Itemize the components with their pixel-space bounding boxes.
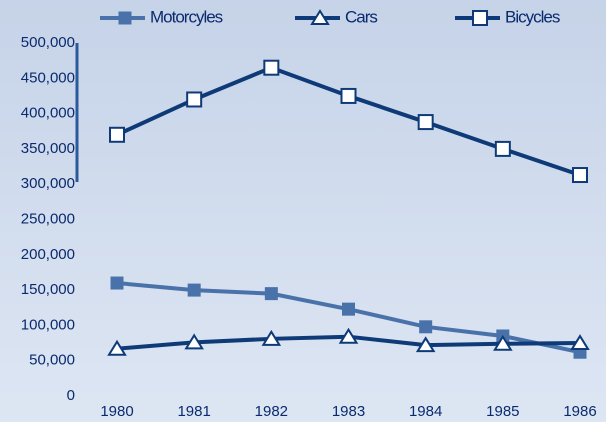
point-marker [340,87,357,104]
y-tick-label: 200,000 [21,246,75,263]
point-marker [415,336,436,353]
legend-label: Motorcyles [150,7,223,26]
y-tick-label: 400,000 [21,105,75,122]
legend-marker [118,11,132,25]
y-tick-label: 350,000 [21,140,75,157]
x-tick-label: 1986 [563,403,596,420]
point-marker [109,126,125,143]
point-marker [110,276,124,290]
y-tick-label: 500,000 [21,34,75,51]
point-marker [342,302,355,316]
point-marker [419,320,433,334]
y-tick-label: 0 [67,387,75,404]
point-marker [184,333,204,350]
y-tick-label: 300,000 [21,175,75,192]
y-tick-label: 250,000 [21,210,75,227]
y-tick-label: 100,000 [21,316,75,333]
y-tick-label: 450,000 [21,69,75,86]
point-marker [187,283,201,297]
point-marker [263,59,280,76]
legend-marker [310,9,330,25]
legend-marker [472,10,488,26]
point-marker [338,327,359,344]
point-marker [186,91,203,108]
x-tick-label: 1984 [409,403,442,420]
point-marker [417,114,434,131]
legend-label: Bicycles [505,7,560,26]
x-tick-label: 1985 [486,403,519,420]
x-tick-label: 1982 [255,403,288,420]
x-tick-label: 1983 [332,403,365,420]
point-marker [493,334,513,351]
point-marker [494,140,511,157]
y-tick-label: 150,000 [21,281,75,298]
x-tick-label: 1981 [177,403,210,420]
point-marker [570,334,590,351]
y-tick-label: 50,000 [29,352,75,369]
point-marker [264,287,278,301]
point-marker [261,329,282,346]
x-tick-label: 1980 [100,403,133,420]
point-marker [107,339,127,356]
point-marker [572,167,588,184]
legend-label: Cars [345,7,377,26]
